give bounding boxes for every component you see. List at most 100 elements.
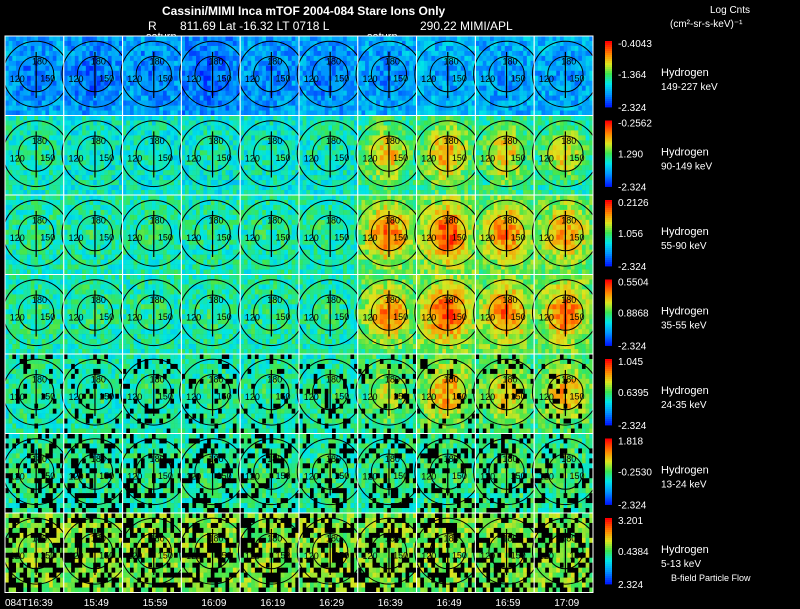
pixel (240, 85, 245, 91)
pixel (519, 190, 524, 196)
pixel (247, 125, 252, 131)
pixel (490, 125, 495, 131)
angle-label: 120 (69, 154, 84, 164)
pixel (390, 120, 395, 126)
pixel (556, 40, 561, 47)
pixel (196, 36, 201, 42)
pixel (111, 60, 116, 67)
pixel (163, 60, 167, 67)
pixel (306, 125, 311, 131)
pixel (218, 170, 223, 176)
pixel (409, 110, 414, 116)
pixel (475, 180, 480, 186)
pixel (515, 105, 520, 111)
pixel (490, 65, 495, 72)
pixel (394, 70, 399, 77)
pixel (523, 135, 528, 141)
pixel (177, 80, 182, 86)
pixel (262, 135, 267, 141)
pixel (177, 190, 182, 196)
pixel (30, 175, 35, 181)
pixel (166, 85, 171, 91)
pixel (398, 60, 403, 67)
pixel (100, 190, 105, 196)
pixel (486, 40, 491, 47)
pixel (56, 130, 61, 136)
pixel (126, 85, 131, 91)
pixel (468, 36, 473, 42)
pixel (177, 45, 182, 52)
pixel (534, 105, 539, 111)
pixel (578, 50, 583, 57)
pixel (56, 165, 61, 171)
pixel (174, 50, 179, 57)
pixel (354, 40, 359, 47)
pixel (379, 70, 384, 77)
pixel (423, 135, 428, 141)
pixel (155, 105, 160, 111)
pixel (552, 75, 557, 82)
pixel (475, 125, 480, 131)
pixel (225, 110, 230, 116)
pixel (306, 70, 311, 77)
pixel (89, 100, 94, 106)
pixel (210, 175, 215, 181)
pixel (302, 180, 307, 186)
pixel (343, 55, 348, 62)
pixel (170, 170, 175, 176)
pixel (144, 110, 149, 116)
pixel (453, 185, 458, 191)
pixel (284, 90, 289, 96)
pixel (405, 80, 410, 86)
pixel (144, 55, 149, 62)
pixel (93, 110, 98, 116)
pixel (420, 80, 425, 86)
pixel (537, 45, 542, 52)
pixel (434, 145, 439, 151)
pixel (96, 175, 101, 181)
pixel (133, 135, 138, 141)
pixel (442, 95, 447, 101)
pixel (60, 175, 65, 181)
pixel (229, 45, 234, 52)
pixel (115, 170, 120, 176)
pixel (376, 40, 381, 47)
pixel (317, 45, 322, 52)
pixel (504, 120, 509, 126)
pixel (343, 75, 348, 82)
pixel (78, 40, 83, 47)
pixel (221, 55, 226, 62)
pixel (530, 90, 535, 96)
pixel (299, 70, 303, 77)
pixel (85, 125, 90, 131)
pixel (291, 65, 296, 72)
pixel (85, 145, 90, 151)
pixel (52, 55, 57, 62)
pixel (434, 170, 439, 176)
pixel (144, 40, 149, 47)
pixel (427, 85, 432, 91)
pixel (148, 75, 153, 82)
pixel (49, 165, 54, 171)
pixel (269, 175, 274, 181)
pixel (387, 185, 392, 191)
pixel (159, 155, 164, 161)
pixel (8, 45, 13, 52)
pixel (12, 150, 17, 156)
pixel (559, 80, 564, 86)
pixel (299, 60, 303, 67)
pixel (302, 110, 307, 116)
pixel (398, 185, 403, 191)
pixel (310, 140, 314, 146)
pixel (423, 185, 428, 191)
pixel (291, 75, 296, 82)
pixel (453, 165, 458, 171)
pixel (405, 50, 410, 57)
pixel (508, 80, 513, 86)
angle-label: 150 (217, 73, 232, 83)
pixel (519, 120, 524, 126)
pixel (570, 50, 575, 57)
angle-label: 180 (208, 136, 223, 146)
pixel (155, 125, 160, 131)
pixel (486, 110, 491, 116)
